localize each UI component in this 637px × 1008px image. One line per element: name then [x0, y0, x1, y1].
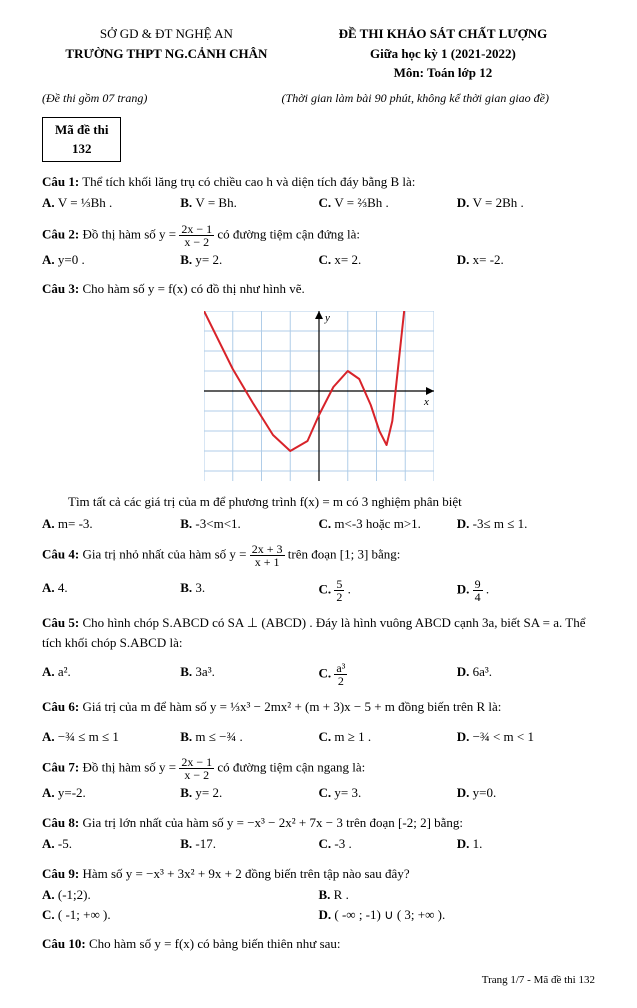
q9-B: R .	[334, 887, 349, 902]
q2-text-b: có đường tiệm cận đứng là:	[217, 226, 360, 241]
page-footer: Trang 1/7 - Mã đề thi 132	[42, 972, 595, 989]
q1-label: Câu 1:	[42, 174, 79, 189]
q4-text-b: trên đoạn [1; 3] bằng:	[288, 546, 401, 561]
q3-sub: Tìm tất cả các giá trị của m để phương t…	[68, 492, 595, 512]
time-note: (Thời gian làm bài 90 phút, không kể thờ…	[236, 89, 595, 107]
q3-D: -3≤ m ≤ 1.	[473, 516, 528, 531]
question-2: Câu 2: Đồ thị hàm số y = 2x − 1x − 2 có …	[42, 223, 595, 270]
q10-label: Câu 10:	[42, 936, 86, 951]
q3-C: m<-3 hoặc m>1.	[334, 516, 421, 531]
question-10: Câu 10: Cho hàm số y = f(x) có bảng biến…	[42, 934, 595, 954]
q3-A: m= -3.	[58, 516, 93, 531]
school: TRƯỜNG THPT NG.CẢNH CHÂN	[42, 44, 291, 64]
q9-C: ( -1; +∞ ).	[58, 907, 111, 922]
q5-text: Cho hình chóp S.ABCD có SA ⊥ (ABCD) . Đá…	[42, 615, 585, 650]
q5-D: 6a³.	[473, 664, 492, 679]
header-left: SỞ GD & ĐT NGHỆ AN TRƯỜNG THPT NG.CẢNH C…	[42, 24, 291, 83]
q8-text: Gia trị lớn nhất của hàm số y = −x³ − 2x…	[79, 815, 463, 830]
cubic-graph: yx	[204, 311, 434, 481]
q7-text-a: Đồ thị hàm số y =	[79, 759, 179, 774]
sub-header: (Đề thi gồm 07 trang) (Thời gian làm bài…	[42, 89, 595, 107]
q5-C-den: 2	[334, 675, 347, 687]
q10-text: Cho hàm số y = f(x) có bảng biến thiên n…	[86, 936, 341, 951]
q4-A: 4.	[58, 580, 68, 595]
q6-A: −¾ ≤ m ≤ 1	[58, 729, 119, 744]
q4-label: Câu 4:	[42, 546, 79, 561]
question-1: Câu 1: Thể tích khối lăng trụ có chiều c…	[42, 172, 595, 213]
q8-C: -3 .	[334, 836, 351, 851]
q2-A: y=0 .	[58, 252, 85, 267]
question-4: Câu 4: Gia trị nhỏ nhất của hàm số y = 2…	[42, 543, 595, 603]
q3-B: -3<m<1.	[195, 516, 240, 531]
q1-B: V = Bh.	[195, 195, 236, 210]
q8-B: -17.	[195, 836, 216, 851]
q6-B: m ≤ −¾ .	[195, 729, 242, 744]
q8-A: -5.	[58, 836, 72, 851]
q7-label: Câu 7:	[42, 759, 79, 774]
header-right: ĐỀ THI KHẢO SÁT CHẤT LƯỢNG Giữa học kỳ 1…	[291, 24, 595, 83]
q2-den: x − 2	[179, 236, 214, 248]
q1-text: Thể tích khối lăng trụ có chiều cao h và…	[79, 174, 415, 189]
q7-C: y= 3.	[334, 785, 361, 800]
question-9: Câu 9: Hàm số y = −x³ + 3x² + 9x + 2 đồn…	[42, 864, 595, 925]
q2-C: x= 2.	[334, 252, 361, 267]
q2-D: x= -2.	[473, 252, 504, 267]
q7-D: y=0.	[473, 785, 497, 800]
q1-A: V = ⅓Bh .	[58, 195, 112, 210]
q9-label: Câu 9:	[42, 866, 79, 881]
q4-B: 3.	[195, 580, 205, 595]
code-value: 132	[55, 139, 108, 159]
svg-text:y: y	[324, 312, 330, 324]
q2-num: 2x − 1	[179, 223, 214, 236]
svg-text:x: x	[423, 396, 429, 408]
q5-A: a².	[58, 664, 71, 679]
q2-B: y= 2.	[195, 252, 222, 267]
q2-text-a: Đồ thị hàm số y =	[79, 226, 179, 241]
q1-D: V = 2Bh .	[473, 195, 524, 210]
question-7: Câu 7: Đồ thị hàm số y = 2x − 1x − 2 có …	[42, 756, 595, 803]
q6-C: m ≥ 1 .	[334, 729, 371, 744]
pages-note: (Đề thi gồm 07 trang)	[42, 89, 236, 107]
q6-D: −¾ < m < 1	[473, 729, 534, 744]
q9-D: ( -∞ ; -1) ∪ ( 3; +∞ ).	[334, 907, 445, 922]
q8-label: Câu 8:	[42, 815, 79, 830]
exam-code-box: Mã đề thi 132	[42, 117, 121, 162]
q7-B: y= 2.	[195, 785, 222, 800]
q1-C: V = ⅔Bh .	[334, 195, 388, 210]
exam-subject: Môn: Toán lớp 12	[291, 63, 595, 83]
q4-den: x + 1	[250, 556, 285, 568]
exam-term: Giữa học kỳ 1 (2021-2022)	[291, 44, 595, 64]
q7-text-b: có đường tiệm cận ngang là:	[217, 759, 365, 774]
q5-B: 3a³.	[195, 664, 214, 679]
q7-A: y=-2.	[58, 785, 86, 800]
code-label: Mã đề thi	[55, 120, 108, 140]
q4-text-a: Gia trị nhỏ nhất của hàm số y =	[79, 546, 250, 561]
q9-text: Hàm số y = −x³ + 3x² + 9x + 2 đồng biến …	[79, 866, 409, 881]
question-6: Câu 6: Giá trị của m để hàm số y = ⅓x³ −…	[42, 697, 595, 746]
q8-D: 1.	[473, 836, 483, 851]
question-3: Câu 3: Cho hàm số y = f(x) có đồ thị như…	[42, 279, 595, 299]
q7-den: x − 2	[179, 769, 214, 781]
q3-text: Cho hàm số y = f(x) có đồ thị như hình v…	[79, 281, 305, 296]
exam-title: ĐỀ THI KHẢO SÁT CHẤT LƯỢNG	[291, 24, 595, 44]
q6-text: Giá trị của m để hàm số y = ⅓x³ − 2mx² +…	[79, 699, 501, 714]
q5-label: Câu 5:	[42, 615, 79, 630]
question-5: Câu 5: Cho hình chóp S.ABCD có SA ⊥ (ABC…	[42, 613, 595, 687]
header-row: SỞ GD & ĐT NGHỆ AN TRƯỜNG THPT NG.CẢNH C…	[42, 24, 595, 83]
chart-container: yx	[42, 311, 595, 487]
dept: SỞ GD & ĐT NGHỆ AN	[42, 24, 291, 44]
q9-A: (-1;2).	[58, 887, 91, 902]
q2-label: Câu 2:	[42, 226, 79, 241]
q3-label: Câu 3:	[42, 281, 79, 296]
q6-label: Câu 6:	[42, 699, 79, 714]
question-8: Câu 8: Gia trị lớn nhất của hàm số y = −…	[42, 813, 595, 854]
